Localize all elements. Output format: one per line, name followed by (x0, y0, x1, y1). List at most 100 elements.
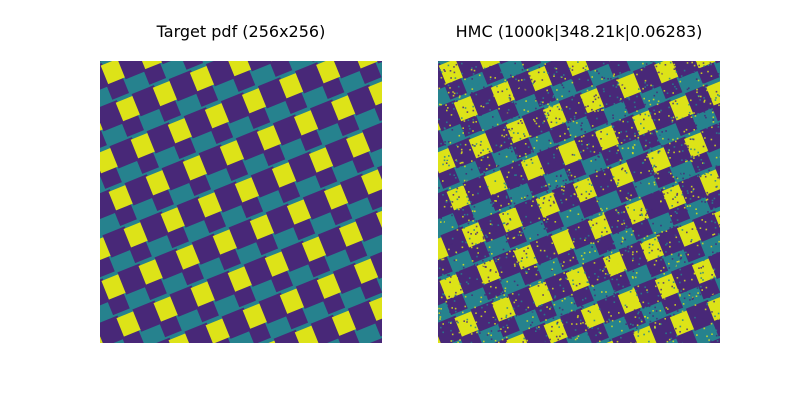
heatmap-noise-dot (470, 233, 472, 235)
heatmap-noise-dot (661, 71, 663, 74)
heatmap-noise-dot (717, 312, 720, 315)
heatmap-noise-dot (656, 325, 659, 328)
heatmap-noise-dot (525, 202, 527, 204)
heatmap-noise-dot (702, 317, 704, 320)
heatmap-noise-dot (448, 321, 450, 324)
heatmap-noise-dot (504, 287, 507, 290)
heatmap-noise-dot (587, 326, 590, 329)
heatmap-noise-dot (511, 150, 513, 153)
heatmap-noise-dot (463, 179, 466, 182)
heatmap-noise-dot (529, 221, 532, 224)
heatmap-noise-dot (638, 317, 641, 319)
heatmap-noise-dot (620, 98, 622, 100)
heatmap-noise-dot (599, 218, 601, 220)
heatmap-noise-dot (598, 166, 600, 168)
heatmap-noise-dot (509, 298, 512, 301)
heatmap-noise-dot (648, 243, 651, 246)
heatmap-noise-dot (676, 277, 679, 279)
heatmap-noise-dot (561, 189, 563, 191)
heatmap-noise-dot (459, 164, 461, 167)
heatmap-noise-dot (696, 247, 699, 250)
heatmap-noise-dot (712, 116, 715, 119)
heatmap-noise-dot (488, 292, 491, 295)
heatmap-noise-dot (672, 176, 675, 178)
heatmap-noise-dot (440, 221, 442, 223)
heatmap-noise-dot (679, 331, 681, 333)
heatmap-noise-dot (528, 125, 531, 128)
heatmap-noise-dot (493, 95, 495, 97)
heatmap-noise-dot (629, 323, 632, 325)
heatmap-noise-dot (572, 276, 575, 279)
heatmap-noise-dot (552, 168, 555, 170)
heatmap-noise-dot (461, 253, 464, 255)
heatmap-noise-dot (564, 315, 567, 318)
heatmap-noise-dot (676, 201, 679, 204)
heatmap-noise-dot (601, 196, 604, 199)
heatmap-noise-dot (562, 290, 565, 292)
heatmap-noise-dot (684, 142, 687, 145)
heatmap-noise-dot (685, 159, 687, 161)
heatmap-noise-dot (580, 98, 583, 101)
heatmap-noise-dot (644, 79, 647, 82)
heatmap-noise-dot (600, 207, 602, 210)
heatmap-noise-dot (574, 193, 576, 196)
heatmap-noise-dot (711, 333, 713, 335)
heatmap-cell-low (100, 128, 107, 152)
heatmap-noise-dot (653, 81, 655, 84)
heatmap-noise-dot (458, 134, 461, 137)
heatmap-noise-dot (706, 335, 708, 338)
heatmap-noise-dot (502, 248, 505, 251)
heatmap-noise-dot (474, 210, 476, 213)
heatmap-noise-dot (580, 305, 583, 308)
heatmap-noise-dot (515, 296, 517, 298)
heatmap-noise-dot (672, 102, 674, 105)
heatmap-noise-dot (617, 263, 619, 266)
heatmap-noise-dot (574, 315, 577, 317)
heatmap-noise-dot (718, 99, 720, 101)
heatmap-noise-dot (598, 156, 600, 158)
heatmap-noise-dot (643, 118, 645, 121)
heatmap-noise-dot (528, 116, 530, 119)
heatmap-noise-dot (695, 294, 697, 296)
heatmap-noise-dot (571, 81, 574, 84)
heatmap-noise-dot (688, 294, 691, 296)
heatmap-noise-dot (633, 144, 636, 146)
heatmap-noise-dot (468, 277, 471, 279)
heatmap-cell-low (369, 247, 382, 279)
heatmap-noise-dot (641, 229, 644, 232)
heatmap-noise-dot (442, 268, 444, 271)
heatmap-noise-dot (715, 165, 718, 168)
heatmap-noise-dot (672, 198, 674, 200)
heatmap-noise-dot (465, 194, 468, 196)
heatmap-noise-dot (649, 132, 652, 135)
heatmap-noise-dot (704, 201, 706, 203)
heatmap-noise-dot (698, 154, 700, 157)
heatmap-noise-dot (576, 337, 578, 340)
heatmap-noise-dot (475, 143, 478, 145)
heatmap-noise-dot (464, 107, 467, 109)
heatmap-noise-dot (456, 160, 458, 162)
heatmap-noise-dot (697, 292, 699, 294)
heatmap-noise-dot (686, 190, 689, 192)
heatmap-noise-dot (690, 148, 692, 150)
heatmap-noise-dot (564, 139, 566, 141)
heatmap-noise-dot (713, 197, 716, 200)
heatmap-noise-dot (577, 299, 580, 301)
heatmap-noise-dot (628, 96, 630, 99)
heatmap-noise-dot (517, 153, 519, 156)
heatmap-noise-dot (673, 68, 676, 70)
heatmap-noise-dot (489, 76, 492, 78)
heatmap-noise-dot (470, 333, 473, 335)
heatmap-noise-dot (505, 314, 508, 317)
heatmap-noise-dot (645, 136, 648, 138)
heatmap-noise-dot (495, 286, 497, 289)
heatmap-noise-dot (577, 195, 579, 198)
heatmap-noise-dot (554, 280, 557, 282)
heatmap-noise-dot (530, 158, 533, 161)
heatmap-noise-dot (484, 294, 486, 296)
heatmap-noise-dot (588, 193, 591, 195)
heatmap-noise-dot (617, 211, 620, 214)
heatmap-noise-dot (521, 170, 523, 172)
heatmap-cell-low (438, 254, 453, 279)
heatmap-noise-dot (694, 315, 697, 317)
